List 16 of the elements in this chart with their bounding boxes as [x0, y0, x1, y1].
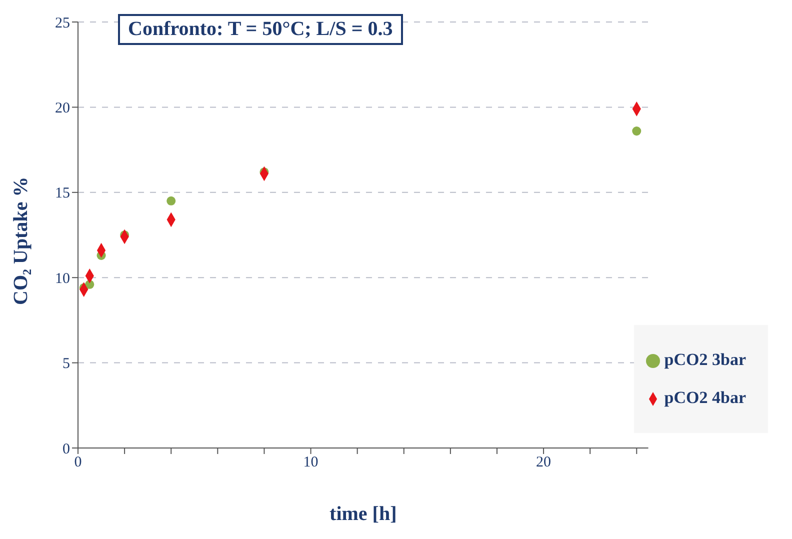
- y-tick-label: 25: [55, 15, 70, 32]
- x-tick-label: 20: [536, 454, 552, 471]
- legend-label: pCO2 3bar: [664, 350, 746, 369]
- point: [632, 126, 642, 136]
- point: [166, 196, 176, 206]
- y-tick-label: 10: [55, 270, 70, 287]
- chart-title: Confronto: T = 50°C; L/S = 0.3: [118, 14, 403, 45]
- legend-label: pCO2 4bar: [664, 388, 746, 407]
- y-tick-label: 20: [55, 100, 70, 117]
- x-tick-label: 0: [74, 454, 82, 471]
- y-axis-title: CO₂ Uptake %: [10, 176, 32, 305]
- x-axis-title: time [h]: [330, 503, 397, 525]
- y-tick-label: 5: [62, 356, 70, 372]
- x-tick-label: 10: [303, 454, 318, 471]
- y-tick-label: 0: [62, 441, 70, 458]
- y-tick-label: 15: [55, 186, 70, 202]
